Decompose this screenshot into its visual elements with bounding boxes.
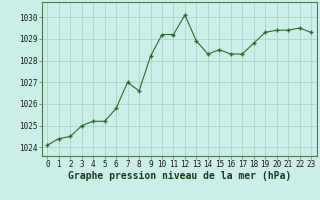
X-axis label: Graphe pression niveau de la mer (hPa): Graphe pression niveau de la mer (hPa) <box>68 171 291 181</box>
